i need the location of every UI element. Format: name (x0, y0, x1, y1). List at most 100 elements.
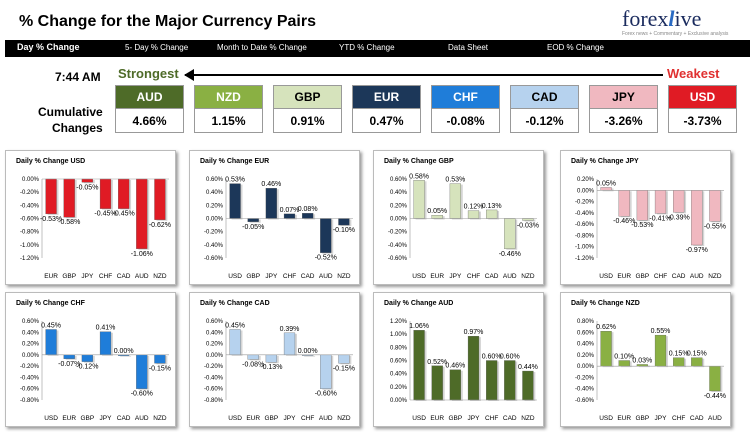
y-tick-label: -0.60% (204, 387, 224, 393)
chart-svg: 1.20% 1.00% 0.80% 0.60% 0.40% 0.20% 0.00% 1.06%… (390, 319, 538, 422)
x-tick-label: AUD (319, 273, 333, 280)
y-tick-label: -0.40% (20, 375, 40, 381)
data-label: -0.44% (704, 393, 726, 400)
x-tick-label: NZD (153, 415, 167, 422)
tab-eod-change[interactable]: EOD % Change (547, 43, 604, 52)
logo-tagline: Forex news + Commentary + Exclusive anal… (622, 31, 729, 37)
data-label: -0.58% (58, 219, 80, 226)
bar (45, 329, 57, 356)
x-tick-label: CAD (690, 415, 704, 422)
y-tick-label: 0.00% (22, 353, 40, 359)
x-tick-label: CHF (283, 273, 296, 280)
chart-chf: Daily % Change CHF 0.60% 0.40% 0.20% 0.00% -0… (5, 292, 176, 427)
y-tick-label: 0.40% (577, 342, 595, 348)
bar-group (154, 178, 168, 221)
bar (618, 360, 630, 367)
bar-group (522, 218, 536, 222)
x-tick-label: AUD (708, 415, 722, 422)
x-tick-label: GBP (80, 415, 94, 422)
x-tick-label: USD (599, 273, 613, 280)
x-tick-label: CAD (503, 415, 517, 422)
tab-bar: Day % Change 5- Day % Change Month to Da… (5, 40, 750, 57)
x-tick-label: CHF (672, 415, 685, 422)
bar (673, 357, 685, 367)
x-tick-label: AUD (135, 273, 149, 280)
x-tick-label: USD (412, 415, 426, 422)
x-tick-label: NZD (521, 415, 535, 422)
x-tick-label: CAD (485, 273, 499, 280)
bar (691, 190, 703, 246)
x-tick-label: CHF (654, 273, 667, 280)
data-label: -0.15% (149, 365, 171, 372)
chart-svg: 0.20% 0.00% -0.20% -0.40% -0.60% -0.80% -1.00%… (575, 177, 726, 280)
x-tick-label: USD (44, 415, 58, 422)
y-tick-label: 0.00% (206, 353, 224, 359)
bar-shadow (304, 355, 316, 357)
chart-title: Daily % Change USD (16, 158, 86, 165)
currency-name: GBP (274, 86, 341, 108)
currency-box-cad: CAD -0.12% (510, 85, 579, 133)
data-label: -0.10% (333, 227, 355, 234)
bar (320, 354, 332, 389)
data-label: 0.05% (596, 180, 616, 187)
data-label: -0.60% (131, 391, 153, 398)
data-label: -0.41% (649, 215, 671, 222)
bar-group (247, 218, 261, 223)
cumulative-label-line-1: Cumulative (38, 105, 103, 119)
y-tick-label: 0.60% (206, 177, 224, 183)
currency-change-value: -0.08% (432, 108, 499, 132)
data-label: -0.97% (686, 247, 708, 254)
tab-5-day-change[interactable]: 5- Day % Change (125, 43, 189, 52)
bar-group (63, 354, 77, 360)
chart-svg: 0.60% 0.40% 0.20% 0.00% -0.20% -0.40% -0.60% -0… (20, 319, 171, 422)
y-tick-label: 0.80% (577, 319, 595, 325)
bar (431, 365, 443, 401)
bar (522, 370, 534, 401)
y-tick-label: -0.60% (388, 256, 408, 262)
x-tick-label: GBP (635, 415, 649, 422)
tab-ytd-change[interactable]: YTD % Change (339, 43, 395, 52)
y-tick-label: 0.60% (577, 330, 595, 336)
bar (654, 334, 667, 367)
chart-title: Daily % Change GBP (384, 158, 454, 165)
x-tick-label: USD (228, 273, 242, 280)
x-tick-label: GBP (635, 273, 649, 280)
data-label: 0.44% (518, 364, 538, 371)
chart-title: Daily % Change NZD (571, 300, 640, 307)
chart-svg: 0.00% -0.20% -0.40% -0.60% -0.80% -1.00% -1.20… (20, 177, 171, 280)
bar (338, 354, 350, 364)
currency-change-value: 0.47% (353, 108, 420, 132)
tab-data-sheet[interactable]: Data Sheet (448, 43, 489, 52)
currency-name: USD (669, 86, 736, 108)
y-tick-label: 1.20% (390, 319, 408, 325)
bar (247, 354, 259, 360)
currency-box-eur: EUR 0.47% (352, 85, 421, 133)
tab-month-to-date-change[interactable]: Month to Date % Change (217, 43, 307, 52)
data-label: 1.06% (409, 323, 429, 330)
weakest-label: Weakest (667, 66, 720, 81)
bar-group (600, 187, 614, 192)
bar (413, 180, 425, 219)
forexlive-logo[interactable]: forexlive Forex news + Commentary + Excl… (622, 5, 732, 39)
x-tick-label: GBP (246, 273, 260, 280)
bar-group (338, 354, 352, 365)
chart-title: Daily % Change JPY (571, 158, 639, 165)
x-tick-label: CAD (672, 273, 686, 280)
bar (338, 218, 350, 226)
bar (247, 218, 259, 222)
chart-eur: Daily % Change EUR 0.60% 0.40% 0.20% 0.00% -0… (189, 150, 360, 285)
bar (63, 354, 75, 359)
chart-aud: Daily % Change AUD 1.20% 1.00% 0.80% 0.60% 0.… (373, 292, 544, 427)
currency-name: AUD (116, 86, 183, 108)
y-tick-label: -0.80% (204, 398, 224, 404)
chart-title: Daily % Change CAD (200, 300, 270, 307)
x-tick-label: USD (412, 273, 426, 280)
bar (709, 365, 721, 392)
bar-shadow (120, 355, 132, 357)
bar (320, 218, 332, 253)
data-label: -0.13% (260, 364, 282, 371)
bar-group (691, 357, 705, 368)
data-label: 0.62% (596, 324, 616, 331)
tab-day-change[interactable]: Day % Change (17, 42, 80, 52)
data-label: 0.53% (445, 177, 465, 184)
